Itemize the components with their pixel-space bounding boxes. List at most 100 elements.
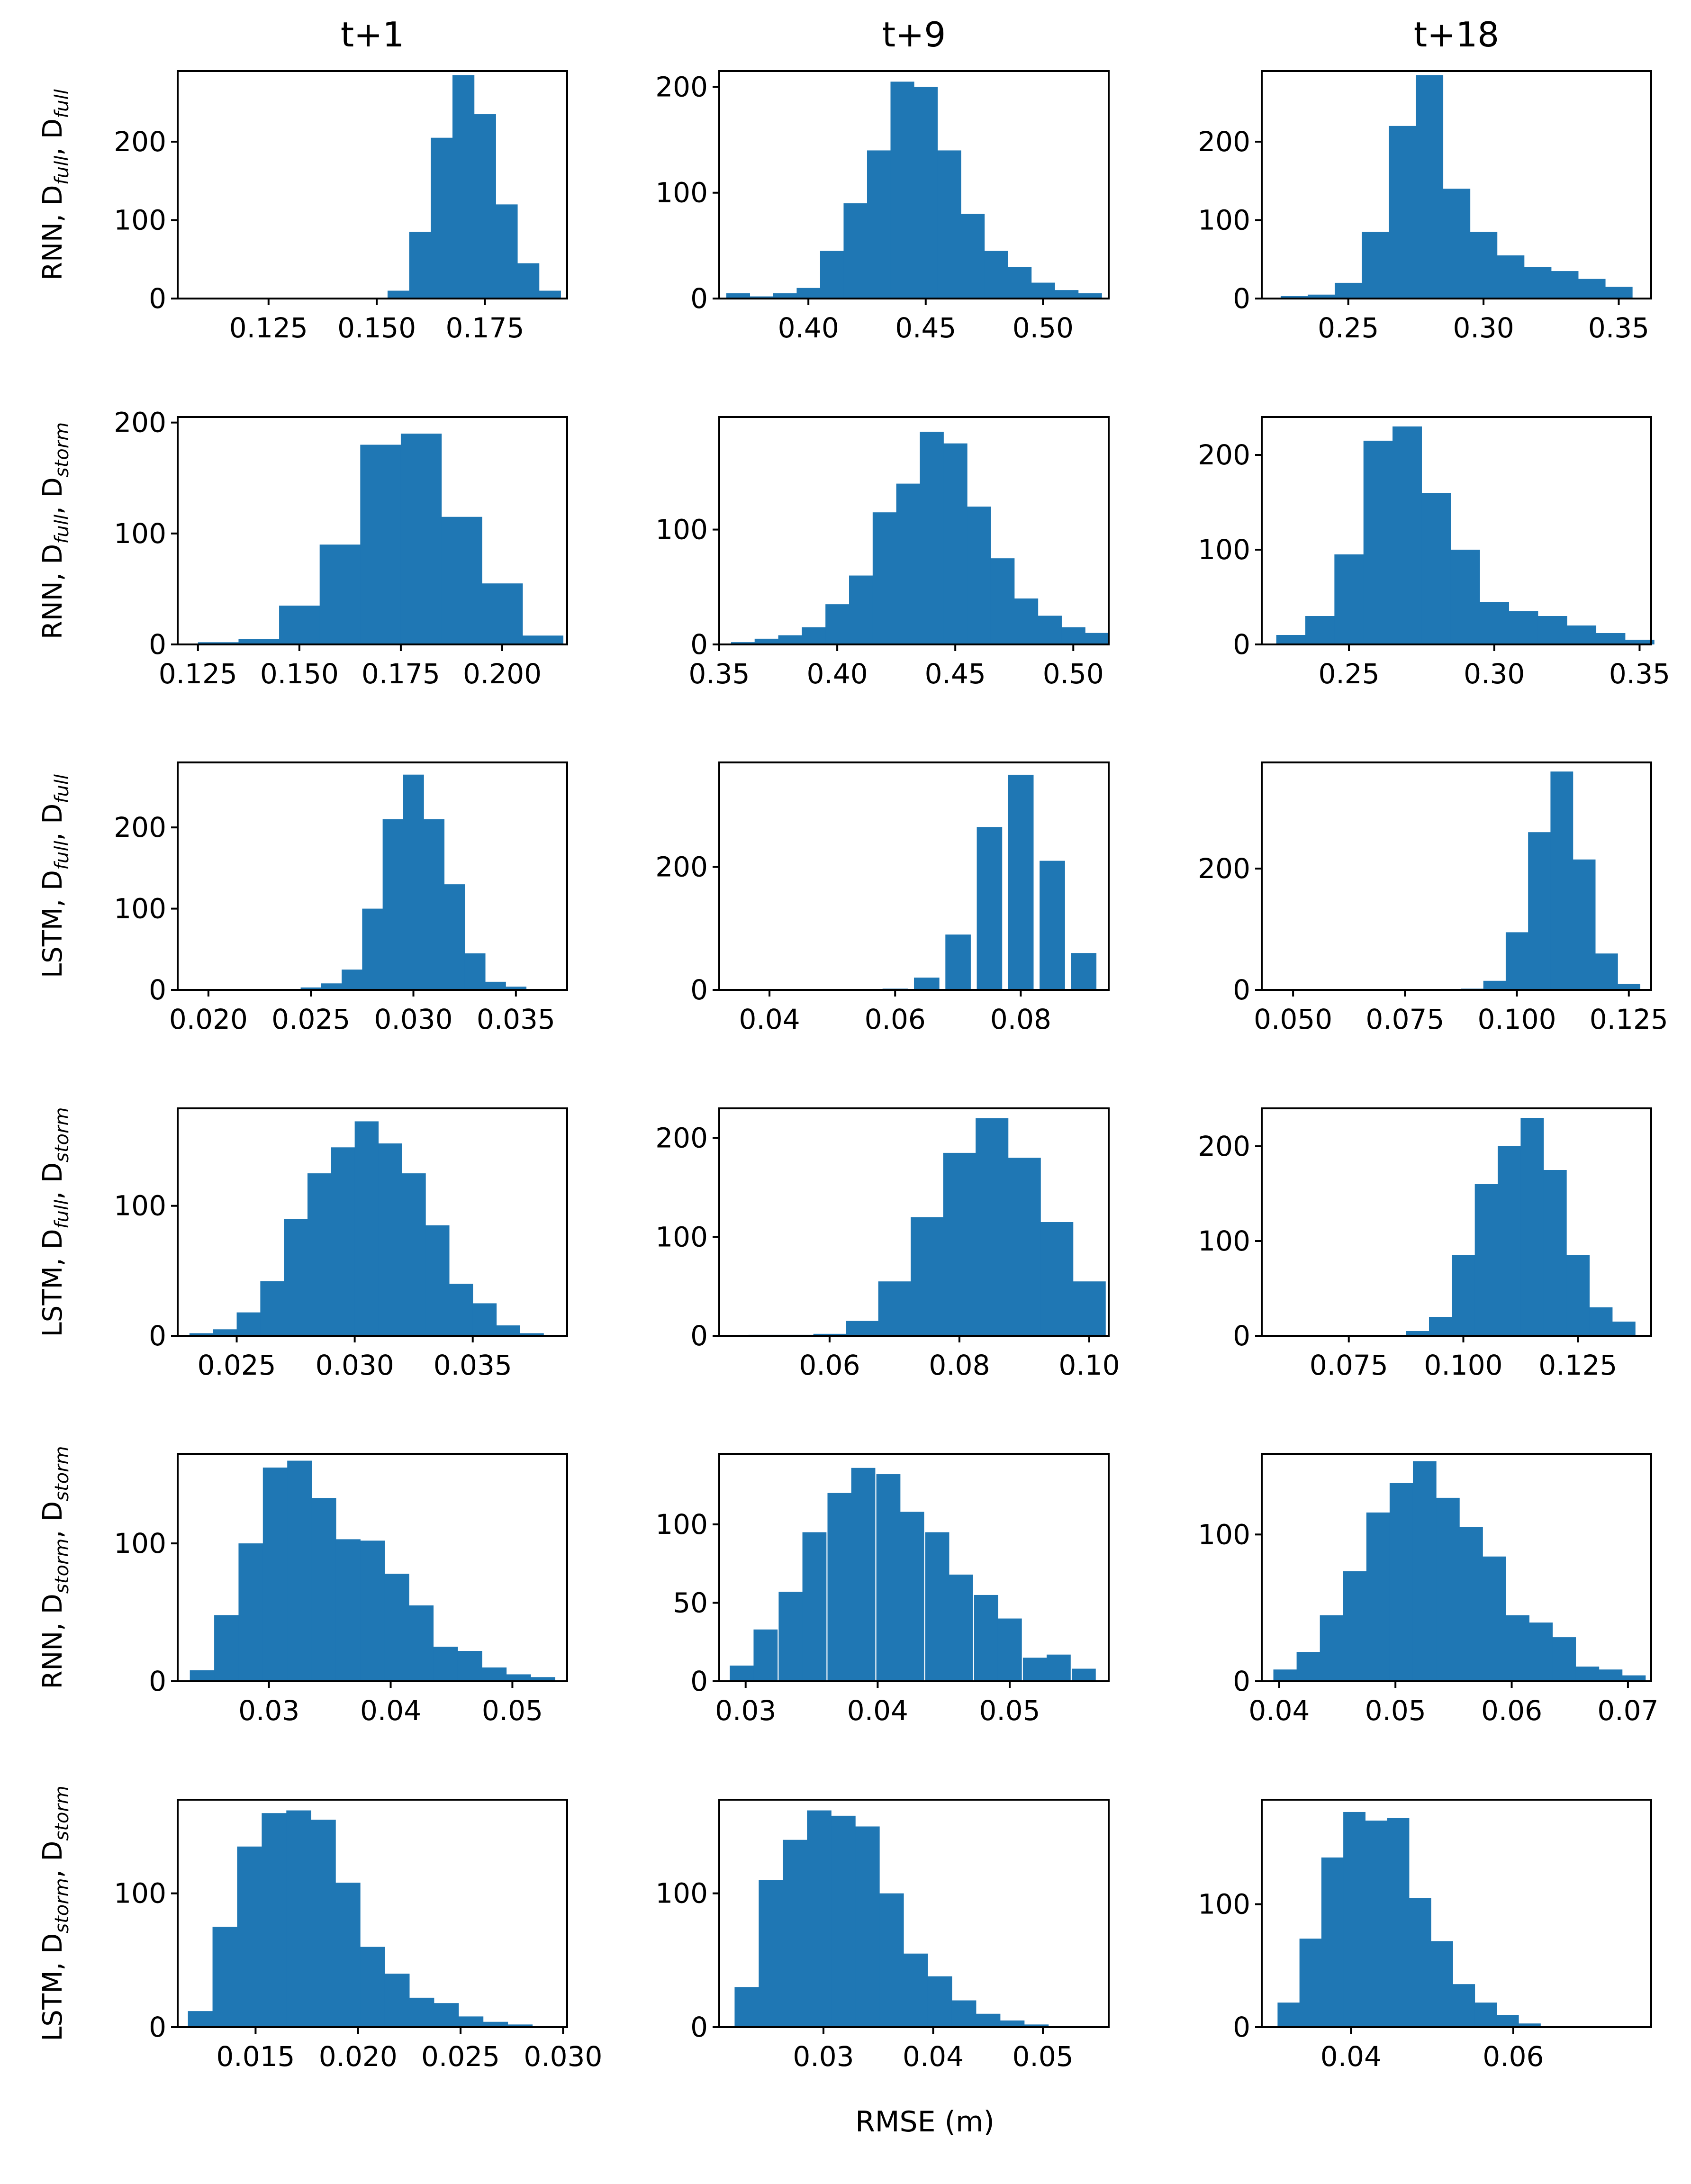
- y-tick-label: 200: [114, 407, 166, 439]
- histogram-bar: [1575, 1667, 1600, 1681]
- histogram-bar: [1073, 1281, 1106, 1336]
- x-tick-label: 0.04: [360, 1695, 421, 1727]
- histogram-bar: [198, 642, 239, 644]
- row-label-4: LSTM, Dfull, Dstorm: [37, 1107, 73, 1337]
- histogram-bar: [321, 983, 342, 990]
- histogram-bar: [876, 1474, 901, 1681]
- histogram-bar: [284, 1219, 308, 1336]
- histogram-bar: [378, 1143, 402, 1336]
- y-tick-label: 100: [114, 204, 166, 236]
- histogram-bar: [1389, 126, 1416, 299]
- y-tick-label: 0: [149, 1320, 166, 1352]
- histogram-bar: [189, 1333, 214, 1336]
- histogram-bar: [945, 934, 971, 990]
- histogram-panel-r4-c3: 0.075 0.100 0.125 0 100 200: [1198, 1107, 1652, 1381]
- y-tick-label: 0: [690, 1665, 708, 1697]
- histogram-bar: [1305, 616, 1335, 644]
- histogram-bar: [1008, 267, 1032, 299]
- histogram-bar: [238, 1543, 263, 1681]
- y-tick-label: 50: [673, 1586, 708, 1619]
- histogram-bar: [260, 1281, 284, 1336]
- histogram-bar: [796, 288, 821, 299]
- histogram-bar: [482, 583, 523, 644]
- x-tick-label: 0.075: [1310, 1349, 1388, 1381]
- histogram-bar: [1022, 1658, 1047, 1681]
- histogram-bar: [214, 1615, 239, 1681]
- histogram-bar: [482, 1667, 507, 1681]
- histogram-bar: [984, 251, 1008, 299]
- histogram-bar: [424, 819, 445, 990]
- axes-frame: [718, 1107, 1110, 1337]
- histogram-bar: [1335, 282, 1362, 299]
- histogram-panel-r6-c3: 0.04 0.06 0 100: [1198, 1799, 1652, 2073]
- x-tick-label: 0.06: [1483, 2040, 1544, 2073]
- histogram-bar: [976, 2013, 1001, 2027]
- histogram-bar: [1071, 953, 1097, 990]
- y-tick-label: 100: [655, 177, 708, 209]
- x-tick-label: 0.04: [847, 1695, 908, 1727]
- histogram-bar: [943, 443, 968, 644]
- histogram-bar: [403, 774, 424, 990]
- x-tick-label: 0.05: [979, 1695, 1040, 1727]
- histogram-bar: [311, 1498, 336, 1681]
- histogram-panel-r4-c2: 0.06 0.08 0.10 0 100 200: [655, 1107, 1120, 1381]
- histogram-bar: [1296, 1652, 1320, 1681]
- x-tick-label: 0.10: [1058, 1349, 1120, 1381]
- histogram-bar: [1625, 640, 1655, 644]
- histogram-panel-r5-c2: 0.03 0.04 0.05 0 50 100: [655, 1453, 1110, 1727]
- y-tick-label: 0: [1233, 628, 1250, 661]
- histogram-bar: [1273, 1669, 1297, 1681]
- histogram-bar: [485, 981, 506, 990]
- histogram-bar: [464, 953, 486, 990]
- axes-frame: [718, 416, 1110, 645]
- histogram-bar: [1566, 1255, 1590, 1336]
- axes-frame: [1261, 1107, 1652, 1337]
- axes-frame: [718, 1453, 1110, 1682]
- histogram-bar: [807, 1810, 832, 2027]
- histogram-bar: [820, 251, 844, 299]
- x-tick-label: 0.05: [1013, 2040, 1074, 2073]
- histogram-bar: [387, 290, 410, 299]
- histogram-bar: [1409, 1898, 1431, 2027]
- histogram-bar: [335, 1883, 361, 2027]
- x-tick-label: 0.35: [688, 658, 750, 690]
- histogram-bar: [506, 1674, 531, 1681]
- histogram-bar: [1431, 1941, 1453, 2027]
- y-tick-label: 100: [1198, 1518, 1250, 1550]
- axes-frame: [1261, 761, 1652, 991]
- histogram-bar: [825, 604, 850, 644]
- axes-frame: [1261, 70, 1652, 299]
- x-tick-label: 0.04: [739, 1003, 800, 1035]
- histogram-bar: [441, 517, 482, 644]
- histogram-panels: 0.125 0.150 0.175 0 100 200 0.40 0.45 0.50 0 100 20…: [114, 70, 1670, 2073]
- histogram-bar: [846, 1321, 879, 1336]
- histogram-bar: [849, 575, 873, 644]
- histogram-bar: [1529, 1622, 1553, 1681]
- x-tick-label: 0.125: [159, 658, 237, 690]
- histogram-bar: [1474, 2003, 1497, 2027]
- histogram-bar: [457, 1651, 482, 1681]
- histogram-bar: [384, 1974, 410, 2027]
- histogram-bar: [472, 1303, 497, 1336]
- x-tick-label: 0.45: [895, 312, 956, 344]
- histogram-bar: [1550, 771, 1573, 990]
- y-tick-label: 100: [655, 1508, 708, 1541]
- y-tick-label: 0: [690, 628, 708, 661]
- y-tick-label: 0: [149, 282, 166, 315]
- histogram-bar: [360, 1947, 385, 2027]
- row-label-3: LSTM, Dfull, Dfull: [37, 774, 73, 978]
- histogram-bar: [1343, 1812, 1365, 2027]
- histogram-bar: [914, 87, 938, 299]
- x-tick-label: 0.100: [1478, 1003, 1556, 1035]
- histogram-bar: [458, 2016, 484, 2027]
- histogram-bar: [773, 293, 797, 299]
- row-label-6: LSTM, Dstorm, Dstorm: [37, 1785, 73, 2041]
- histogram-bar: [1595, 953, 1618, 990]
- histogram-bar: [731, 642, 755, 644]
- column-title-t9: t+9: [882, 15, 946, 54]
- histogram-bar: [1537, 616, 1567, 644]
- x-tick-label: 0.50: [1043, 658, 1104, 690]
- histogram-bar: [925, 1532, 949, 1681]
- histogram-bar: [802, 1532, 827, 1681]
- x-tick-label: 0.06: [1481, 1695, 1542, 1727]
